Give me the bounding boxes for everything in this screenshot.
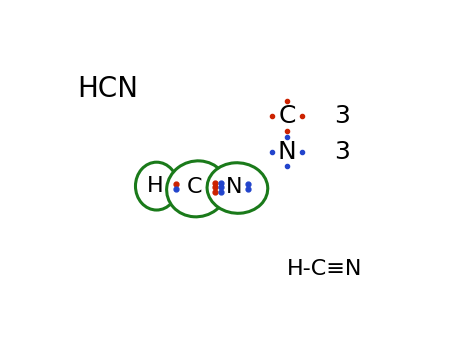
Text: 3: 3 <box>334 104 350 129</box>
Text: N: N <box>226 177 242 197</box>
Text: HCN: HCN <box>78 75 138 103</box>
Text: H-C≡N: H-C≡N <box>287 260 363 279</box>
Text: 3: 3 <box>334 140 350 164</box>
Text: H: H <box>147 176 164 196</box>
Ellipse shape <box>207 163 268 213</box>
Ellipse shape <box>167 161 228 217</box>
Text: C: C <box>186 177 202 197</box>
Text: C: C <box>278 104 296 129</box>
Ellipse shape <box>136 162 178 210</box>
Text: N: N <box>278 140 296 164</box>
